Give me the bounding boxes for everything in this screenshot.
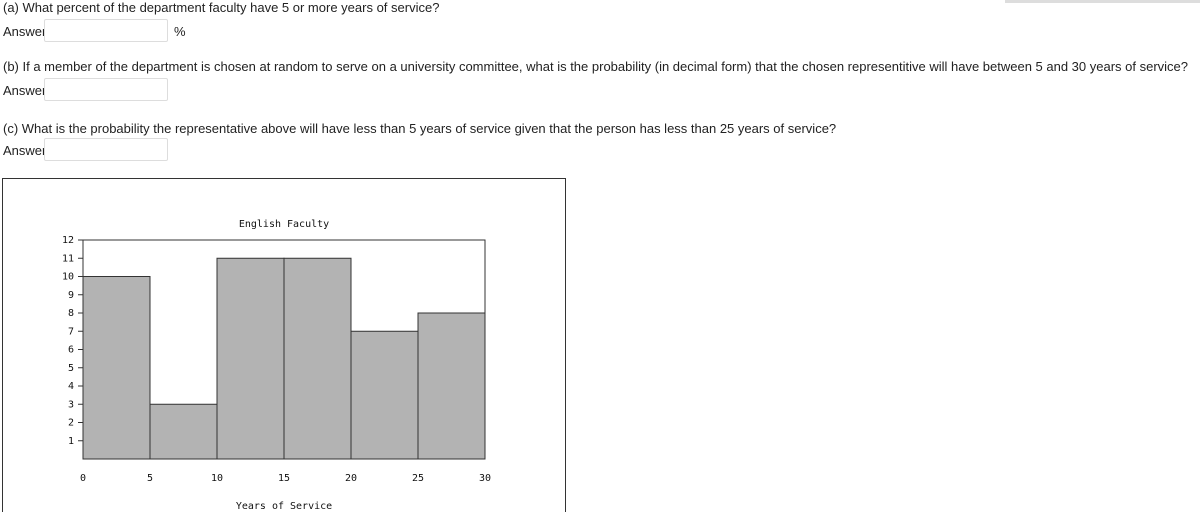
x-tick-label: 10 [211,473,223,484]
answer-input[interactable] [44,78,168,101]
bar [417,312,486,460]
bar [216,257,285,460]
y-tick-label: 8 [68,308,74,319]
answer-label: Answer: [3,24,50,39]
bar [149,403,218,460]
x-tick-label: 0 [80,473,86,484]
y-tick-label: 1 [68,436,74,447]
chart-title: English Faculty [239,219,329,230]
answer-input[interactable] [44,19,168,42]
top-bar [1005,0,1200,3]
answer-label: Answer: [3,143,50,158]
y-tick-label: 7 [68,326,74,337]
y-tick-label: 10 [62,272,74,283]
bar [82,276,151,460]
y-tick-label: 3 [68,399,74,410]
question-text: (c) What is the probability the represen… [3,121,837,136]
bar [283,257,352,460]
y-tick-label: 2 [68,418,74,429]
x-tick-label: 30 [479,473,491,484]
x-tick-label: 20 [345,473,357,484]
y-tick-label: 4 [68,381,74,392]
x-tick-label: 5 [147,473,153,484]
x-tick-label: 25 [412,473,424,484]
question-text: (b) If a member of the department is cho… [3,59,1189,74]
answer-label: Answer: [3,83,50,98]
y-tick-label: 9 [68,290,74,301]
x-tick-label: 15 [278,473,290,484]
question-text: (a) What percent of the department facul… [3,0,440,15]
answer-input[interactable] [44,138,168,161]
y-tick-label: 12 [62,235,74,246]
x-axis-label: Years of Service [236,501,332,512]
y-tick-label: 6 [68,345,74,356]
y-tick-label: 11 [62,253,74,264]
y-tick-label: 5 [68,363,74,374]
answer-unit: % [174,24,186,39]
bar [350,330,419,460]
